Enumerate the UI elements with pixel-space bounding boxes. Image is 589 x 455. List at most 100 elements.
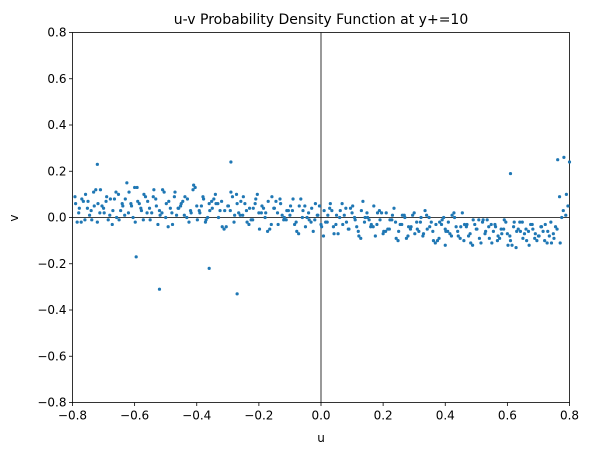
data-point xyxy=(311,229,315,233)
data-point xyxy=(115,215,119,220)
data-point xyxy=(425,213,429,217)
data-point xyxy=(365,211,369,215)
data-point xyxy=(249,218,253,222)
y-axis-label: v xyxy=(7,214,21,221)
data-point xyxy=(549,241,554,245)
data-point xyxy=(189,211,193,215)
data-point xyxy=(341,222,345,227)
data-point xyxy=(393,220,398,224)
data-point xyxy=(504,220,508,224)
y-tick-label: −0.2 xyxy=(37,257,66,271)
data-point xyxy=(418,220,422,224)
data-point xyxy=(241,195,245,199)
data-point xyxy=(549,220,553,224)
data-point xyxy=(508,239,513,243)
data-point xyxy=(123,197,127,201)
y-tick-label: 0.0 xyxy=(47,211,66,225)
data-point xyxy=(386,227,390,231)
data-point xyxy=(168,206,172,210)
data-point xyxy=(152,188,156,192)
data-point xyxy=(245,220,249,224)
data-point xyxy=(338,215,342,220)
data-point xyxy=(442,215,446,220)
data-point xyxy=(313,218,317,222)
data-point xyxy=(406,234,410,238)
data-point xyxy=(102,211,106,215)
data-point xyxy=(469,241,473,245)
data-point xyxy=(257,227,262,231)
data-point xyxy=(100,204,104,208)
data-point xyxy=(80,197,84,201)
data-point xyxy=(562,155,566,159)
data-point xyxy=(83,192,88,196)
data-point xyxy=(491,229,495,233)
data-point xyxy=(142,192,146,196)
data-point xyxy=(214,202,218,206)
data-point xyxy=(448,232,452,236)
data-point xyxy=(108,197,112,201)
data-point xyxy=(284,218,288,222)
data-point xyxy=(404,236,409,240)
data-point xyxy=(564,192,568,196)
data-point xyxy=(98,211,102,215)
data-point xyxy=(340,202,344,206)
data-point xyxy=(98,188,103,192)
data-point xyxy=(305,215,309,220)
data-point xyxy=(500,232,504,236)
y-tick-label: 0.2 xyxy=(47,164,66,178)
data-point xyxy=(193,185,197,190)
data-point xyxy=(355,225,359,229)
data-point xyxy=(282,215,286,220)
data-point xyxy=(464,225,468,229)
x-tick-label: 0.6 xyxy=(498,409,517,423)
data-point xyxy=(192,183,196,187)
data-point xyxy=(382,229,386,233)
data-point xyxy=(336,232,340,236)
data-point xyxy=(397,229,401,233)
data-point xyxy=(229,160,233,164)
data-point xyxy=(392,206,396,210)
data-point xyxy=(108,213,112,217)
data-point xyxy=(331,225,336,229)
data-point xyxy=(346,227,350,231)
data-point xyxy=(81,199,85,203)
data-point xyxy=(177,206,181,210)
data-point xyxy=(462,239,466,243)
data-point xyxy=(369,222,373,227)
data-point xyxy=(95,162,99,166)
data-point xyxy=(334,222,338,227)
data-point xyxy=(508,171,513,176)
data-point xyxy=(235,292,239,296)
data-point xyxy=(181,199,185,203)
data-point xyxy=(545,241,549,245)
data-point xyxy=(334,213,339,217)
data-point xyxy=(443,243,447,247)
y-tick-label: −0.4 xyxy=(37,303,66,317)
data-point xyxy=(350,211,354,215)
data-point xyxy=(303,204,307,208)
data-point xyxy=(342,213,346,217)
data-point xyxy=(332,232,336,236)
data-point xyxy=(307,218,311,222)
data-point xyxy=(172,195,176,199)
data-point xyxy=(431,239,436,243)
data-point xyxy=(400,213,404,217)
data-point xyxy=(444,229,448,233)
data-point xyxy=(275,211,280,215)
data-point xyxy=(328,206,332,210)
data-point xyxy=(330,208,334,213)
data-point xyxy=(133,220,137,224)
data-point xyxy=(435,239,440,243)
data-point xyxy=(310,206,314,210)
data-point xyxy=(437,236,441,240)
data-point xyxy=(303,225,308,229)
data-point xyxy=(452,211,456,215)
x-axis-label: u xyxy=(317,431,325,445)
data-point xyxy=(239,199,243,203)
data-point xyxy=(92,190,96,194)
data-point xyxy=(228,208,232,213)
data-point xyxy=(438,220,442,224)
y-tick-label: 0.4 xyxy=(47,118,66,132)
data-point xyxy=(363,215,367,220)
data-point xyxy=(292,222,297,227)
